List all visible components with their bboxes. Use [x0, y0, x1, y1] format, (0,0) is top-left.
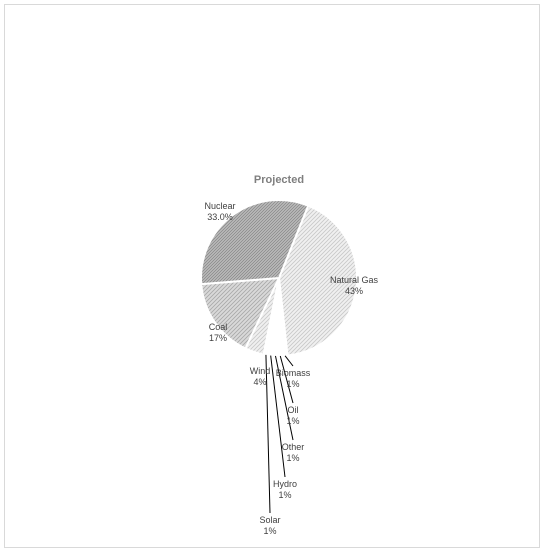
leader-lines — [265, 354, 294, 514]
slice-label-natural-gas: Natural Gas 43% — [330, 275, 379, 296]
slice-label-other: Other 1% — [282, 442, 305, 463]
pie-slice-natural-gas — [277, 204, 359, 357]
pie-slices — [200, 199, 359, 358]
leader-line-solar — [265, 354, 271, 514]
leader-line-biomass — [284, 355, 294, 367]
slice-label-oil: Oil 1% — [286, 405, 299, 426]
leader-line-hydro — [270, 355, 286, 478]
leader-line-other — [274, 355, 294, 441]
pie-slice-nuclear — [200, 199, 310, 286]
chart-title: Projected — [254, 174, 304, 186]
slice-label-wind: Wind 4% — [250, 366, 271, 387]
slice-label-biomass: Biomass 1% — [276, 368, 311, 389]
leader-line-oil — [279, 355, 294, 404]
pie-slice-coal — [200, 276, 281, 350]
slice-labels: Natural Gas 43% Biomass 1% Oil 1% Other 1% Hydro… — [204, 201, 378, 536]
slice-label-coal: Coal 17% — [209, 322, 228, 343]
slice-label-hydro: Hydro 1% — [273, 479, 297, 500]
slice-label-solar: Solar 1% — [259, 515, 280, 536]
slice-label-nuclear: Nuclear 33.0% — [204, 201, 235, 222]
